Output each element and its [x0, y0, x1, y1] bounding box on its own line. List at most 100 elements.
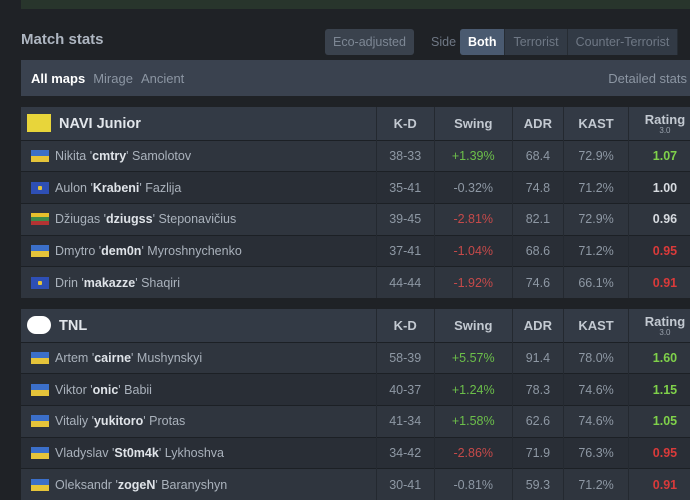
player-name[interactable]: Džiugas 'dziugss' Steponavičius [21, 202, 376, 236]
side-label: Side [431, 35, 457, 49]
side-counter-terrorist[interactable]: Counter-Terrorist [568, 29, 679, 55]
column-header-kast[interactable]: KAST [563, 107, 629, 140]
swing-cell: -1.92% [433, 266, 513, 299]
kast-cell: 71.2% [563, 171, 629, 204]
kd-cell: 41-34 [375, 404, 435, 438]
player-name[interactable]: Artem 'cairne' Mushynskyi [21, 341, 376, 374]
kd-cell: 30-41 [375, 468, 435, 500]
kd-cell: 35-41 [375, 171, 435, 204]
rating-cell: 0.91 [627, 468, 690, 500]
swing-cell: +5.57% [433, 341, 513, 374]
kd-cell: 58-39 [375, 341, 435, 374]
rating-cell: 1.00 [627, 171, 690, 204]
table-row[interactable]: Aulon 'Krabeni' Fazlija 35-41 -0.32% 74.… [21, 171, 690, 204]
flag-icon [31, 478, 49, 491]
swing-cell: +1.39% [433, 139, 513, 172]
rating-cell: 0.91 [627, 266, 690, 299]
player-name[interactable]: Aulon 'Krabeni' Fazlija [21, 171, 376, 204]
kd-cell: 37-41 [375, 234, 435, 267]
player-name[interactable]: Vitaliy 'yukitoro' Protas [21, 404, 376, 438]
side-both[interactable]: Both [460, 29, 506, 55]
kast-cell: 78.0% [563, 341, 629, 374]
kast-cell: 71.2% [563, 234, 629, 267]
column-header-adr[interactable]: ADR [511, 107, 564, 140]
rating-cell: 1.05 [627, 404, 690, 438]
kd-cell: 38-33 [375, 139, 435, 172]
rating-cell: 0.96 [627, 202, 690, 236]
table-header: TNL K-D Swing ADR KAST Rating 3.0 [21, 309, 690, 342]
map-tab-all[interactable]: All maps [31, 70, 86, 86]
swing-cell: -2.81% [433, 202, 513, 236]
table-row[interactable]: Vladyslav 'St0m4k' Lykhoshva 34-42 -2.86… [21, 436, 690, 469]
flag-icon [31, 213, 49, 226]
adr-cell: 59.3 [511, 468, 564, 500]
rating-cell: 0.95 [627, 234, 690, 267]
player-name[interactable]: Oleksandr 'zogeN' Baranyshyn [21, 468, 376, 500]
kast-cell: 74.6% [563, 373, 629, 406]
adr-cell: 68.4 [511, 139, 564, 172]
table-row[interactable]: Dmytro 'dem0n' Myroshnychenko 37-41 -1.0… [21, 234, 690, 267]
player-name[interactable]: Vladyslav 'St0m4k' Lykhoshva [21, 436, 376, 469]
team-name[interactable]: NAVI Junior [21, 107, 376, 140]
adr-cell: 78.3 [511, 373, 564, 406]
kast-cell: 72.9% [563, 139, 629, 172]
table-row[interactable]: Drin 'makazze' Shaqiri 44-44 -1.92% 74.6… [21, 266, 690, 299]
rating-version: 3.0 [659, 125, 671, 135]
kast-cell: 66.1% [563, 266, 629, 299]
column-header-kd[interactable]: K-D [375, 107, 435, 140]
table-row[interactable]: Oleksandr 'zogeN' Baranyshyn 30-41 -0.81… [21, 468, 690, 500]
swing-cell: +1.58% [433, 404, 513, 438]
table-row[interactable]: Viktor 'onic' Babii 40-37 +1.24% 78.3 74… [21, 373, 690, 406]
rating-cell: 0.95 [627, 436, 690, 469]
table-header: NAVI Junior K-D Swing ADR KAST Rating 3.0 [21, 107, 690, 140]
team-logo-icon [27, 316, 51, 335]
eco-adjusted-toggle[interactable]: Eco-adjusted [325, 29, 414, 55]
team-stats-table: NAVI Junior K-D Swing ADR KAST Rating 3.0 Niki… [21, 107, 690, 299]
kd-cell: 39-45 [375, 202, 435, 236]
adr-cell: 62.6 [511, 404, 564, 438]
column-header-kd[interactable]: K-D [375, 309, 435, 342]
adr-cell: 91.4 [511, 341, 564, 374]
table-row[interactable]: Artem 'cairne' Mushynskyi 58-39 +5.57% 9… [21, 341, 690, 374]
match-banner [21, 0, 690, 9]
player-name[interactable]: Drin 'makazze' Shaqiri [21, 266, 376, 299]
column-header-kast[interactable]: KAST [563, 309, 629, 342]
column-header-swing[interactable]: Swing [433, 107, 513, 140]
column-header-rating[interactable]: Rating 3.0 [627, 309, 690, 342]
swing-cell: -1.04% [433, 234, 513, 267]
flag-icon [31, 149, 49, 162]
team-logo-icon [27, 114, 51, 133]
kd-cell: 40-37 [375, 373, 435, 406]
section-title: Match stats [21, 31, 104, 48]
kast-cell: 74.6% [563, 404, 629, 438]
flag-icon [31, 446, 49, 459]
rating-cell: 1.07 [627, 139, 690, 172]
table-row[interactable]: Nikita 'cmtry' Samolotov 38-33 +1.39% 68… [21, 139, 690, 172]
swing-cell: -0.32% [433, 171, 513, 204]
flag-icon [31, 181, 49, 194]
map-tab-mirage[interactable]: Mirage [93, 70, 133, 86]
player-name[interactable]: Viktor 'onic' Babii [21, 373, 376, 406]
rating-cell: 1.60 [627, 341, 690, 374]
player-name[interactable]: Nikita 'cmtry' Samolotov [21, 139, 376, 172]
kd-cell: 44-44 [375, 266, 435, 299]
side-terrorist[interactable]: Terrorist [505, 29, 568, 55]
adr-cell: 68.6 [511, 234, 564, 267]
column-header-swing[interactable]: Swing [433, 309, 513, 342]
column-header-rating[interactable]: Rating 3.0 [627, 107, 690, 140]
adr-cell: 82.1 [511, 202, 564, 236]
table-row[interactable]: Vitaliy 'yukitoro' Protas 41-34 +1.58% 6… [21, 404, 690, 438]
rating-cell: 1.15 [627, 373, 690, 406]
detailed-stats-link[interactable]: Detailed stats [608, 70, 687, 86]
map-tab-ancient[interactable]: Ancient [140, 70, 185, 86]
flag-icon [31, 415, 49, 428]
player-name[interactable]: Dmytro 'dem0n' Myroshnychenko [21, 234, 376, 267]
adr-cell: 74.6 [511, 266, 564, 299]
table-row[interactable]: Džiugas 'dziugss' Steponavičius 39-45 -2… [21, 202, 690, 236]
map-filter-bar: All maps Mirage Ancient Detailed stats [21, 60, 690, 96]
column-header-adr[interactable]: ADR [511, 309, 564, 342]
rating-version: 3.0 [659, 327, 671, 337]
kast-cell: 71.2% [563, 468, 629, 500]
team-name[interactable]: TNL [21, 309, 376, 342]
side-selector: Both Terrorist Counter-Terrorist [460, 29, 679, 55]
